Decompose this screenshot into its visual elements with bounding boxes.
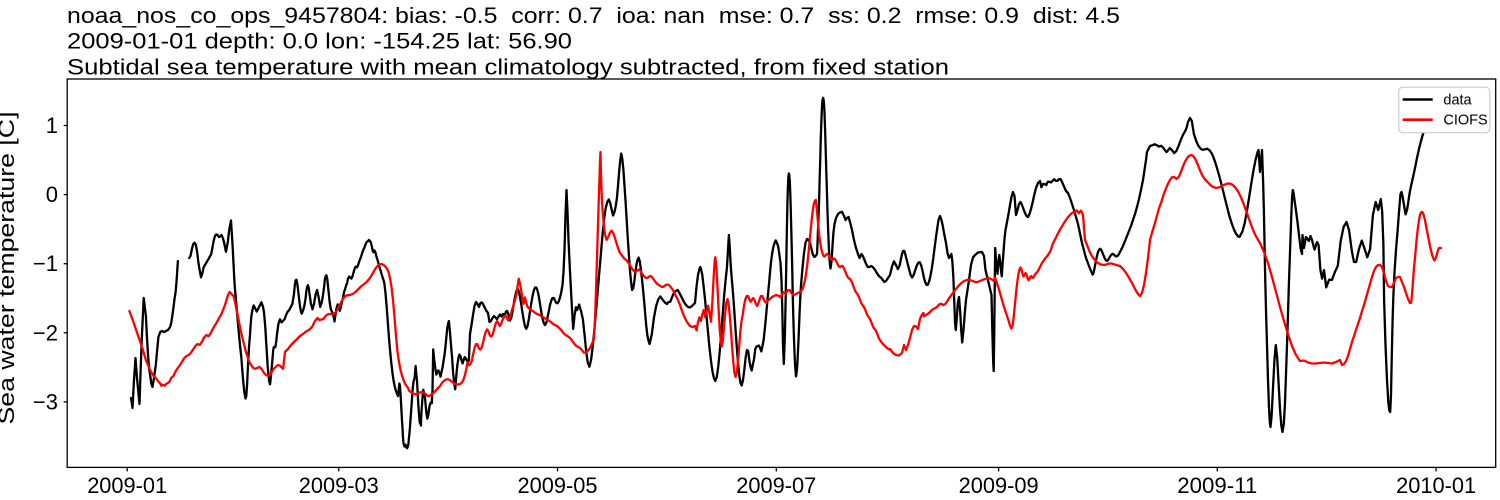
svg-text:−2: −2 <box>33 320 58 345</box>
svg-text:0: 0 <box>46 182 58 207</box>
svg-text:Subtidal sea temperature with: Subtidal sea temperature with mean clima… <box>67 54 949 79</box>
svg-text:2009-11: 2009-11 <box>1177 473 1257 498</box>
svg-text:2009-01-01 depth: 0.0 lon: -15: 2009-01-01 depth: 0.0 lon: -154.25 lat: … <box>67 29 572 54</box>
svg-text:CIOFS: CIOFS <box>1443 113 1487 129</box>
svg-text:1: 1 <box>46 113 58 138</box>
svg-text:data: data <box>1443 93 1472 109</box>
svg-text:2010-01: 2010-01 <box>1396 473 1476 498</box>
svg-text:2009-05: 2009-05 <box>518 473 598 498</box>
svg-text:−3: −3 <box>33 389 58 414</box>
svg-text:Sea water temperature [C]: Sea water temperature [C] <box>0 112 19 425</box>
svg-text:2009-01: 2009-01 <box>87 473 167 498</box>
svg-text:2009-03: 2009-03 <box>299 473 379 498</box>
svg-text:2009-09: 2009-09 <box>959 473 1039 498</box>
svg-text:noaa_nos_co_ops_9457804: bias:: noaa_nos_co_ops_9457804: bias: -0.5 corr… <box>67 3 1120 28</box>
svg-text:−1: −1 <box>33 251 58 276</box>
svg-text:2009-07: 2009-07 <box>736 473 816 498</box>
